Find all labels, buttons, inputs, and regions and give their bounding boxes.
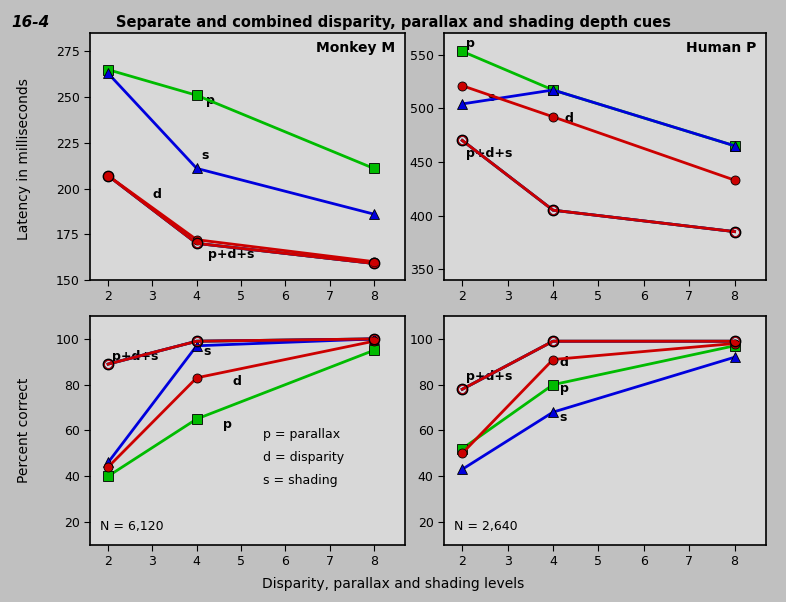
Text: s: s: [201, 149, 208, 163]
Text: p: p: [560, 382, 569, 394]
Text: s: s: [560, 411, 567, 424]
Text: Human P: Human P: [686, 40, 757, 55]
Text: d: d: [152, 188, 161, 200]
Text: N = 6,120: N = 6,120: [100, 520, 163, 533]
Text: p = parallax
d = disparity
s = shading: p = parallax d = disparity s = shading: [263, 429, 344, 488]
Text: p+d+s: p+d+s: [112, 350, 158, 362]
Text: p+d+s: p+d+s: [466, 146, 512, 160]
Text: d: d: [564, 112, 573, 125]
Text: Latency in milliseconds: Latency in milliseconds: [17, 79, 31, 240]
Text: Separate and combined disparity, parallax and shading depth cues: Separate and combined disparity, paralla…: [116, 15, 670, 30]
Text: p: p: [223, 418, 232, 431]
Text: p+d+s: p+d+s: [208, 248, 254, 261]
Text: Percent correct: Percent correct: [17, 377, 31, 483]
Text: p+d+s: p+d+s: [466, 370, 512, 383]
Text: d: d: [560, 356, 569, 370]
Text: s: s: [487, 91, 494, 104]
Text: Disparity, parallax and shading levels: Disparity, parallax and shading levels: [262, 577, 524, 591]
Text: p: p: [205, 95, 215, 107]
Text: p: p: [466, 37, 475, 50]
Text: s: s: [204, 345, 211, 358]
Text: 16-4: 16-4: [12, 15, 50, 30]
Text: Monkey M: Monkey M: [316, 40, 395, 55]
Text: N = 2,640: N = 2,640: [454, 520, 517, 533]
Text: d: d: [232, 374, 241, 388]
